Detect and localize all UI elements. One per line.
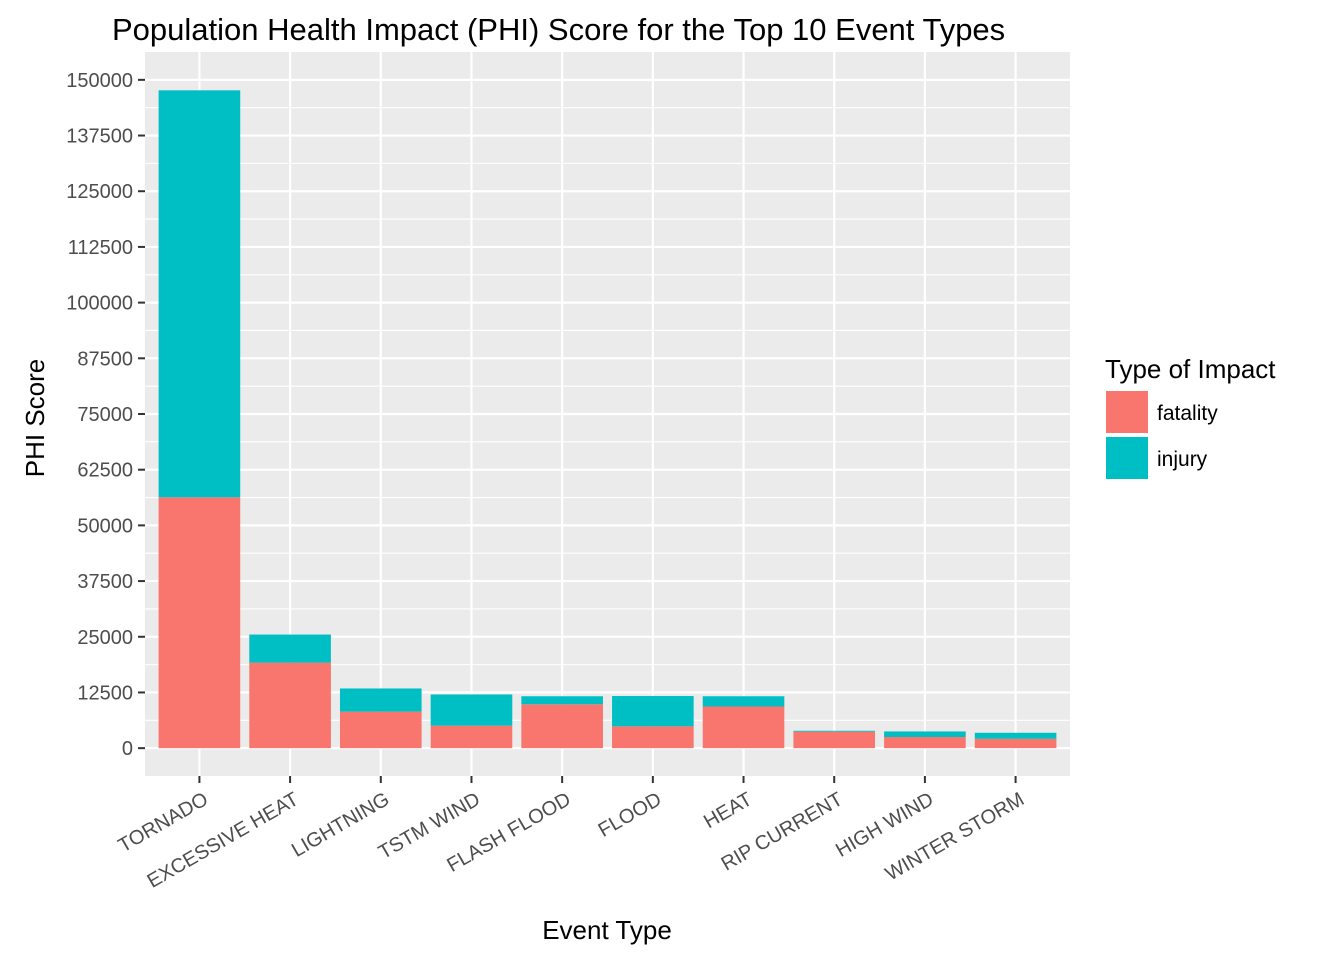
y-axis: 0 12500 25000 37500 50000 62500 75000 87500 1000… (66, 70, 145, 760)
x-tick-label: HEAT (700, 788, 756, 833)
grid-lines (145, 52, 1070, 776)
y-axis-title: PHI Score (20, 359, 50, 478)
chart-title: Population Health Impact (PHI) Score for… (112, 12, 1005, 47)
bar-injury (793, 730, 876, 732)
y-tick-label: 137500 (66, 126, 133, 148)
bar-fatality (249, 662, 331, 749)
legend-key-injury (1106, 437, 1148, 479)
x-tick-label: EXCESSIVE HEAT (144, 788, 303, 892)
bar-fatality (974, 738, 1057, 749)
y-tick-label: 12500 (77, 682, 133, 704)
bar-fatality (339, 711, 422, 749)
bars (158, 90, 1057, 749)
bar-fatality (793, 731, 876, 749)
bar-fatality (430, 725, 513, 749)
y-tick-label: 37500 (77, 571, 133, 593)
bar-injury (974, 732, 1057, 739)
bar-injury (339, 688, 422, 712)
bar-fatality (521, 704, 603, 749)
y-tick-label: 50000 (77, 515, 133, 537)
bar-injury (249, 634, 331, 663)
legend-label: fatality (1157, 402, 1218, 425)
bar-injury (612, 696, 694, 727)
y-tick-label: 125000 (66, 181, 133, 203)
y-tick-label: 0 (122, 738, 133, 760)
bar-injury (158, 90, 241, 498)
y-tick-label: 112500 (68, 237, 133, 259)
x-axis-title: Event Type (542, 915, 672, 945)
y-tick-label: 75000 (77, 404, 133, 426)
bar-fatality (158, 497, 241, 749)
bar-injury (702, 696, 785, 707)
bar-fatality (884, 737, 966, 749)
y-tick-label: 100000 (66, 293, 133, 315)
bar-injury (884, 731, 966, 738)
bar-fatality (702, 706, 785, 749)
legend: Type of Impact fatality injury (1105, 354, 1276, 479)
legend-label: injury (1157, 448, 1208, 471)
bar-injury (521, 696, 603, 705)
y-tick-label: 87500 (77, 348, 133, 370)
bar-injury (430, 694, 513, 726)
legend-title: Type of Impact (1105, 354, 1276, 384)
y-tick-label: 62500 (77, 460, 133, 482)
y-tick-label: 150000 (66, 70, 133, 92)
x-tick-label: FLOOD (595, 788, 666, 842)
legend-key-fatality (1106, 391, 1148, 433)
y-tick-label: 25000 (77, 627, 133, 649)
bar-fatality (612, 726, 694, 749)
